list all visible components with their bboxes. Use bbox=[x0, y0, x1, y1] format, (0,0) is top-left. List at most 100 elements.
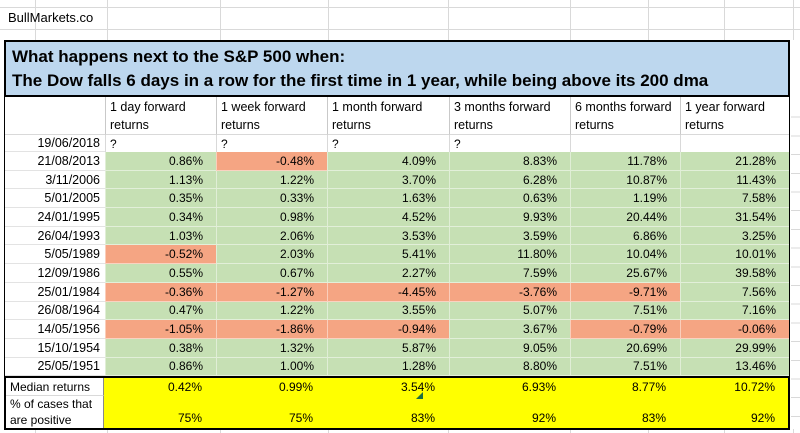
return-cell[interactable]: 0.47% bbox=[105, 301, 216, 321]
return-cell[interactable]: -1.05% bbox=[105, 320, 216, 339]
return-cell[interactable]: 29.99% bbox=[680, 338, 789, 358]
return-cell[interactable]: 11.43% bbox=[680, 170, 789, 190]
median-value-cell[interactable]: 0.99% bbox=[278, 380, 313, 394]
return-cell[interactable]: -0.52% bbox=[105, 245, 216, 265]
return-cell[interactable]: 1.19% bbox=[570, 189, 680, 209]
return-cell[interactable]: 1.13% bbox=[105, 170, 216, 190]
date-cell[interactable]: 19/06/2018 bbox=[5, 135, 105, 152]
median-value-cell[interactable]: 6.93% bbox=[521, 380, 556, 394]
return-cell[interactable]: 2.03% bbox=[216, 245, 327, 265]
return-cell[interactable]: 3.59% bbox=[449, 226, 570, 246]
median-returns-label[interactable]: Median returns bbox=[6, 378, 104, 396]
return-cell[interactable]: -0.48% bbox=[216, 152, 327, 171]
percent-positive-cell[interactable]: 75% bbox=[288, 411, 313, 425]
return-cell[interactable]: 0.86% bbox=[105, 152, 216, 171]
return-cell[interactable]: 1.63% bbox=[327, 189, 449, 209]
return-cell[interactable]: -1.86% bbox=[216, 320, 327, 339]
return-cell[interactable]: 11.80% bbox=[449, 245, 570, 265]
return-cell[interactable]: 4.52% bbox=[327, 208, 449, 227]
return-cell[interactable]: 1.00% bbox=[216, 357, 327, 377]
return-cell[interactable]: 7.51% bbox=[570, 301, 680, 321]
column-header[interactable]: 6 months forward returns bbox=[570, 97, 680, 135]
return-cell[interactable]: -1.27% bbox=[216, 282, 327, 302]
return-cell[interactable]: -9.71% bbox=[570, 282, 680, 302]
date-cell[interactable]: 5/05/1989 bbox=[5, 245, 105, 265]
pending-return-cell[interactable]: ? bbox=[449, 135, 570, 152]
return-cell[interactable]: 5.87% bbox=[327, 338, 449, 358]
return-cell[interactable]: 0.63% bbox=[449, 189, 570, 209]
return-cell[interactable]: 25.67% bbox=[570, 264, 680, 283]
return-cell[interactable]: 5.41% bbox=[327, 245, 449, 265]
return-cell[interactable]: 6.28% bbox=[449, 170, 570, 190]
date-cell[interactable]: 26/08/1964 bbox=[5, 301, 105, 321]
return-cell[interactable]: 2.06% bbox=[216, 226, 327, 246]
return-cell[interactable]: 1.28% bbox=[327, 357, 449, 377]
return-cell[interactable]: 9.93% bbox=[449, 208, 570, 227]
date-cell[interactable]: 25/01/1984 bbox=[5, 282, 105, 302]
return-cell[interactable]: 20.44% bbox=[570, 208, 680, 227]
return-cell[interactable]: 31.54% bbox=[680, 208, 789, 227]
return-cell[interactable]: 7.51% bbox=[570, 357, 680, 377]
return-cell[interactable]: 2.27% bbox=[327, 264, 449, 283]
date-cell[interactable]: 3/11/2006 bbox=[5, 170, 105, 190]
return-cell[interactable]: -0.06% bbox=[680, 320, 789, 339]
date-cell[interactable]: 5/01/2005 bbox=[5, 189, 105, 209]
return-cell[interactable]: -3.76% bbox=[449, 282, 570, 302]
date-cell[interactable]: 21/08/2013 bbox=[5, 152, 105, 171]
return-cell[interactable]: 1.03% bbox=[105, 226, 216, 246]
return-cell[interactable]: 0.67% bbox=[216, 264, 327, 283]
return-cell[interactable]: 7.58% bbox=[680, 189, 789, 209]
column-header[interactable]: 1 day forward returns bbox=[105, 97, 216, 135]
return-cell[interactable]: 39.58% bbox=[680, 264, 789, 283]
return-cell[interactable]: 0.38% bbox=[105, 338, 216, 358]
return-cell[interactable]: 0.34% bbox=[105, 208, 216, 227]
return-cell[interactable]: 10.87% bbox=[570, 170, 680, 190]
pending-return-cell[interactable]: ? bbox=[216, 135, 327, 152]
return-cell[interactable]: 10.04% bbox=[570, 245, 680, 265]
return-cell[interactable]: 0.35% bbox=[105, 189, 216, 209]
return-cell[interactable]: 8.83% bbox=[449, 152, 570, 171]
return-cell[interactable]: 3.53% bbox=[327, 226, 449, 246]
return-cell[interactable]: 0.55% bbox=[105, 264, 216, 283]
column-header[interactable]: 1 year forward returns bbox=[680, 97, 789, 135]
percent-positive-cell[interactable]: 83% bbox=[410, 411, 435, 425]
return-cell[interactable]: 3.67% bbox=[449, 320, 570, 339]
date-cell[interactable]: 24/01/1995 bbox=[5, 208, 105, 227]
return-cell[interactable]: 1.22% bbox=[216, 301, 327, 321]
median-value-cell[interactable]: 8.77% bbox=[631, 380, 666, 394]
return-cell[interactable]: 8.80% bbox=[449, 357, 570, 377]
return-cell[interactable]: 4.09% bbox=[327, 152, 449, 171]
return-cell[interactable]: -0.79% bbox=[570, 320, 680, 339]
pending-return-cell[interactable] bbox=[570, 135, 680, 152]
pending-return-cell[interactable]: ? bbox=[327, 135, 449, 152]
return-cell[interactable]: -0.94% bbox=[327, 320, 449, 339]
corner-cell[interactable] bbox=[5, 97, 105, 135]
return-cell[interactable]: 9.05% bbox=[449, 338, 570, 358]
return-cell[interactable]: 3.70% bbox=[327, 170, 449, 190]
median-value-cell[interactable]: 10.72% bbox=[734, 380, 775, 394]
return-cell[interactable]: 6.86% bbox=[570, 226, 680, 246]
return-cell[interactable]: 7.16% bbox=[680, 301, 789, 321]
return-cell[interactable]: 7.59% bbox=[449, 264, 570, 283]
percent-positive-cell[interactable]: 83% bbox=[641, 411, 666, 425]
return-cell[interactable]: 1.22% bbox=[216, 170, 327, 190]
column-header[interactable]: 3 months forward returns bbox=[449, 97, 570, 135]
return-cell[interactable]: 7.56% bbox=[680, 282, 789, 302]
return-cell[interactable]: 21.28% bbox=[680, 152, 789, 171]
return-cell[interactable]: 3.25% bbox=[680, 226, 789, 246]
return-cell[interactable]: -0.36% bbox=[105, 282, 216, 302]
date-cell[interactable]: 12/09/1986 bbox=[5, 264, 105, 283]
median-value-cell[interactable]: 3.54% bbox=[400, 380, 435, 394]
date-cell[interactable]: 25/05/1951 bbox=[5, 357, 105, 377]
median-value-cell[interactable]: 0.42% bbox=[167, 380, 202, 394]
date-cell[interactable]: 14/05/1956 bbox=[5, 320, 105, 339]
return-cell[interactable]: 0.33% bbox=[216, 189, 327, 209]
return-cell[interactable]: 3.55% bbox=[327, 301, 449, 321]
return-cell[interactable]: 20.69% bbox=[570, 338, 680, 358]
return-cell[interactable]: 0.98% bbox=[216, 208, 327, 227]
percent-positive-cell[interactable]: 92% bbox=[531, 411, 556, 425]
return-cell[interactable]: 0.86% bbox=[105, 357, 216, 377]
return-cell[interactable]: 11.78% bbox=[570, 152, 680, 171]
return-cell[interactable]: -4.45% bbox=[327, 282, 449, 302]
percent-positive-cell[interactable]: 75% bbox=[177, 411, 202, 425]
